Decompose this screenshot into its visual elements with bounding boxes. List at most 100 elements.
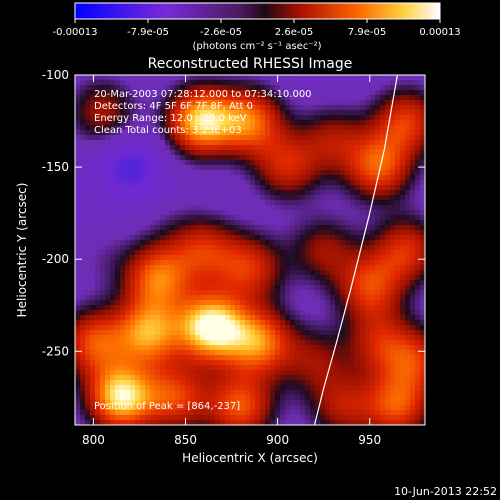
heatmap-cell xyxy=(170,350,176,356)
heatmap-cell xyxy=(300,190,306,196)
heatmap-cell xyxy=(315,135,321,141)
heatmap-cell xyxy=(385,370,391,376)
heatmap-cell xyxy=(420,280,425,286)
heatmap-cell xyxy=(285,330,291,336)
heatmap-cell xyxy=(145,345,151,351)
heatmap-cell xyxy=(320,155,326,161)
heatmap-cell xyxy=(270,395,276,401)
heatmap-cell xyxy=(390,400,396,406)
heatmap-cell xyxy=(320,215,326,221)
heatmap-cell xyxy=(300,100,306,106)
heatmap-cell xyxy=(195,305,201,311)
heatmap-cell xyxy=(265,170,271,176)
heatmap-cell xyxy=(110,320,116,326)
heatmap-cell xyxy=(160,165,166,171)
heatmap-cell xyxy=(290,390,296,396)
heatmap-cell xyxy=(215,330,221,336)
heatmap-cell xyxy=(150,415,156,421)
heatmap-cell xyxy=(385,225,391,231)
heatmap-cell xyxy=(200,195,206,201)
heatmap-cell xyxy=(275,125,281,131)
heatmap-cell xyxy=(415,180,421,186)
heatmap-cell xyxy=(275,350,281,356)
heatmap-cell xyxy=(75,115,81,121)
heatmap-cell xyxy=(110,255,116,261)
heatmap-cell xyxy=(170,260,176,266)
heatmap-cell xyxy=(110,370,116,376)
heatmap-cell xyxy=(240,325,246,331)
heatmap-cell xyxy=(395,120,401,126)
heatmap-cell xyxy=(405,155,411,161)
heatmap-cell xyxy=(410,135,416,141)
heatmap-cell xyxy=(160,280,166,286)
heatmap-cell xyxy=(385,275,391,281)
heatmap-cell xyxy=(140,205,146,211)
heatmap-cell xyxy=(115,100,121,106)
heatmap-cell xyxy=(315,390,321,396)
heatmap-cell xyxy=(230,75,236,81)
heatmap-cell xyxy=(190,170,196,176)
heatmap-cell xyxy=(140,145,146,151)
y-tick-label: -200 xyxy=(42,252,69,266)
heatmap-cell xyxy=(285,310,291,316)
heatmap-cell xyxy=(135,390,141,396)
heatmap-cell xyxy=(255,245,261,251)
heatmap-cell xyxy=(325,165,331,171)
heatmap-cell xyxy=(370,220,376,226)
heatmap-cell xyxy=(270,185,276,191)
heatmap-cell xyxy=(230,375,236,381)
heatmap-cell xyxy=(75,165,81,171)
heatmap-cell xyxy=(75,250,81,256)
heatmap-cell xyxy=(410,370,416,376)
heatmap-cell xyxy=(105,135,111,141)
heatmap-cell xyxy=(355,295,361,301)
heatmap-cell xyxy=(375,120,381,126)
heatmap-cell xyxy=(380,340,386,346)
heatmap-cell xyxy=(170,130,176,136)
heatmap-cell xyxy=(315,140,321,146)
heatmap-cell xyxy=(370,215,376,221)
heatmap-cell xyxy=(335,160,341,166)
heatmap-cell xyxy=(370,385,376,391)
heatmap-cell xyxy=(300,415,306,421)
heatmap-cell xyxy=(90,180,96,186)
heatmap-cell xyxy=(365,385,371,391)
heatmap-cell xyxy=(95,165,101,171)
heatmap-cell xyxy=(295,225,301,231)
heatmap-cell xyxy=(95,220,101,226)
heatmap-cell xyxy=(160,235,166,241)
heatmap-cell xyxy=(105,400,111,406)
heatmap-cell xyxy=(255,95,261,101)
heatmap-cell xyxy=(100,335,106,341)
heatmap-cell xyxy=(330,185,336,191)
heatmap-cell xyxy=(410,90,416,96)
heatmap-cell xyxy=(400,235,406,241)
heatmap-cell xyxy=(280,300,286,306)
heatmap-cell xyxy=(370,315,376,321)
heatmap-cell xyxy=(110,295,116,301)
heatmap-cell xyxy=(270,180,276,186)
heatmap-cell xyxy=(400,310,406,316)
heatmap-cell xyxy=(280,325,286,331)
heatmap-cell xyxy=(245,220,251,226)
heatmap-cell xyxy=(335,370,341,376)
heatmap-cell xyxy=(375,170,381,176)
heatmap-cell xyxy=(260,145,266,151)
heatmap-cell xyxy=(220,185,226,191)
heatmap-cell xyxy=(315,335,321,341)
heatmap-cell xyxy=(140,165,146,171)
heatmap-cell xyxy=(400,185,406,191)
heatmap-cell xyxy=(255,240,261,246)
heatmap-cell xyxy=(215,235,221,241)
heatmap-cell xyxy=(260,105,266,111)
heatmap-cell xyxy=(285,110,291,116)
heatmap-cell xyxy=(75,255,81,261)
heatmap-cell xyxy=(420,135,425,141)
heatmap-cell xyxy=(405,120,411,126)
heatmap-cell xyxy=(145,170,151,176)
heatmap-cell xyxy=(170,190,176,196)
heatmap-cell xyxy=(135,340,141,346)
heatmap-cell xyxy=(380,75,386,81)
heatmap-cell xyxy=(280,420,286,425)
heatmap-cell xyxy=(400,295,406,301)
